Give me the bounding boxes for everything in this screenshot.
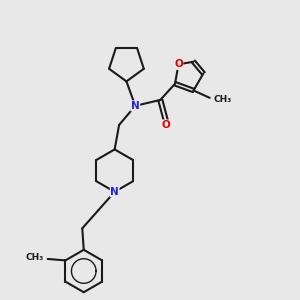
Text: N: N xyxy=(131,101,140,111)
Text: O: O xyxy=(162,120,171,130)
Text: N: N xyxy=(110,187,119,197)
Text: O: O xyxy=(174,59,183,69)
Text: CH₃: CH₃ xyxy=(213,95,232,104)
Text: CH₃: CH₃ xyxy=(26,253,44,262)
